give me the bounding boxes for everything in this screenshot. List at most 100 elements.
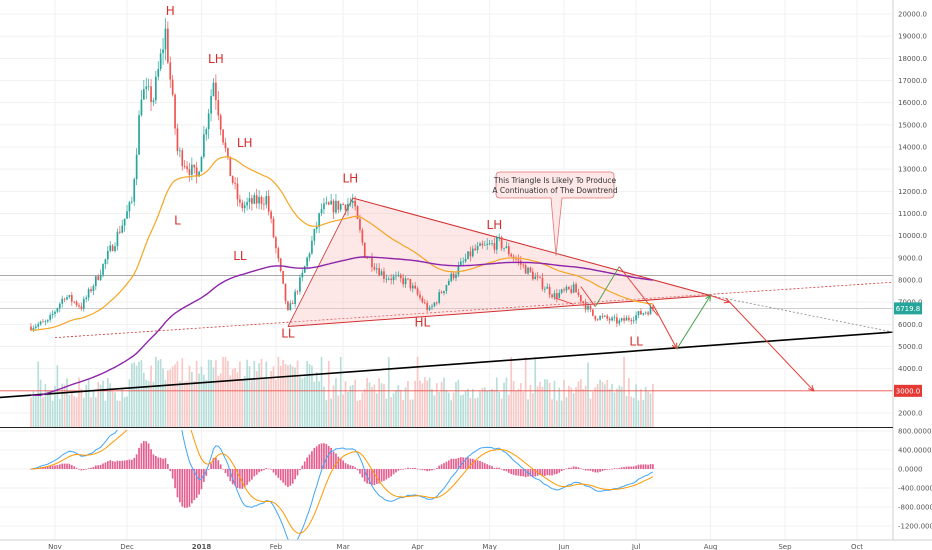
macd-histogram-bar (522, 469, 525, 477)
candle-body (82, 299, 85, 309)
volume-bar (483, 387, 486, 427)
candle-body (599, 316, 601, 320)
candle-body (495, 237, 498, 250)
candle-body (587, 305, 589, 310)
macd-histogram-bar (375, 469, 378, 484)
volume-bar (179, 380, 181, 427)
projection-arrows[interactable] (554, 266, 815, 392)
volume-bar (241, 379, 244, 427)
macd-histogram-bar (630, 466, 633, 469)
volume-bar (46, 390, 49, 427)
volume-bar (61, 383, 64, 427)
macd-histogram-bar (565, 468, 568, 470)
volume-bar (287, 365, 289, 427)
volume-bar (332, 385, 335, 427)
candle-body (135, 154, 138, 180)
candle-body (301, 272, 304, 278)
macd-histogram-bar (294, 469, 296, 480)
candle-body (116, 231, 119, 247)
candle-body (169, 62, 172, 80)
moving-averages (30, 156, 653, 396)
volume-bar (580, 379, 582, 427)
candle-body (601, 316, 604, 317)
candle-body (515, 258, 517, 260)
volume-bar (601, 381, 604, 427)
macd-histogram-bar (539, 469, 541, 476)
macd-histogram-bar (147, 443, 150, 469)
volume-bar (428, 377, 431, 427)
macd-histogram-bar (167, 463, 169, 469)
macd-histogram-bar (296, 469, 299, 476)
volume-bar (78, 377, 80, 427)
volume-bar (260, 358, 263, 427)
volume-bar (128, 379, 131, 427)
candle-body (138, 115, 140, 155)
volume-bar (155, 357, 157, 427)
candle-body (222, 129, 224, 143)
macd-histogram-bar (284, 469, 287, 486)
volume-bar (512, 381, 515, 427)
volume-bar (227, 360, 229, 427)
candle-body (176, 128, 179, 152)
macd-histogram-bar (387, 469, 390, 478)
macd-histogram-bar (546, 469, 549, 476)
volume-bar (541, 386, 544, 427)
price-tick-label: 5000.0 (898, 343, 923, 351)
macd-histogram-bar (397, 469, 400, 471)
projection-arrowhead (807, 384, 815, 392)
candle-body (236, 183, 239, 200)
candle-body (140, 99, 143, 116)
candle-body (476, 245, 479, 250)
candle-body (318, 213, 320, 227)
volume-bar (368, 382, 371, 427)
candle-body (351, 200, 354, 203)
volume-bar (546, 379, 549, 427)
candle-body (229, 156, 232, 177)
volume-bar (49, 391, 52, 427)
macd-histogram-bar (349, 465, 352, 469)
volume-bar (553, 380, 556, 427)
signal-line (30, 430, 654, 534)
price-tick-label: 16000.0 (898, 99, 927, 107)
candle-body (133, 179, 136, 202)
volume-bar (301, 378, 304, 427)
candle-body (613, 317, 616, 319)
macd-histogram-bar (289, 469, 292, 486)
volume-bar (97, 382, 100, 427)
candle-body (193, 164, 196, 168)
candle-body (92, 286, 95, 292)
macd-histogram-bar (431, 469, 433, 471)
candle-body (243, 205, 246, 209)
candle-body (215, 82, 217, 101)
volume-bar (39, 379, 42, 427)
macd-histogram-bar (479, 460, 481, 469)
volume-bar (404, 387, 407, 427)
candle-body (575, 284, 577, 293)
macd-histogram-bar (248, 469, 251, 482)
macd-histogram-bar (419, 469, 421, 470)
candle-body (611, 317, 613, 321)
volume-bar (572, 393, 575, 427)
candle-body (118, 231, 121, 233)
volume-bar (159, 359, 162, 427)
price-tick-label: 19000.0 (898, 33, 927, 41)
volume-bar (354, 379, 356, 427)
candle-body (452, 273, 455, 279)
macd-histogram-bar (320, 443, 323, 469)
candle-body (625, 317, 628, 321)
macd-histogram-bar (188, 469, 191, 507)
macd-histogram-bar (97, 465, 100, 469)
macd-histogram-bar (503, 469, 505, 471)
macd-histogram-bar (395, 469, 397, 473)
candle-body (354, 200, 356, 207)
macd-histogram-bar (258, 469, 260, 473)
macd-histogram-bar (347, 464, 349, 469)
macd-histogram-bar (493, 467, 496, 469)
macd-histogram-bar (78, 469, 80, 470)
macd-histogram-bar (351, 465, 354, 469)
candle-body (375, 268, 378, 270)
volume-bar (313, 381, 316, 427)
candle-body (455, 274, 457, 279)
